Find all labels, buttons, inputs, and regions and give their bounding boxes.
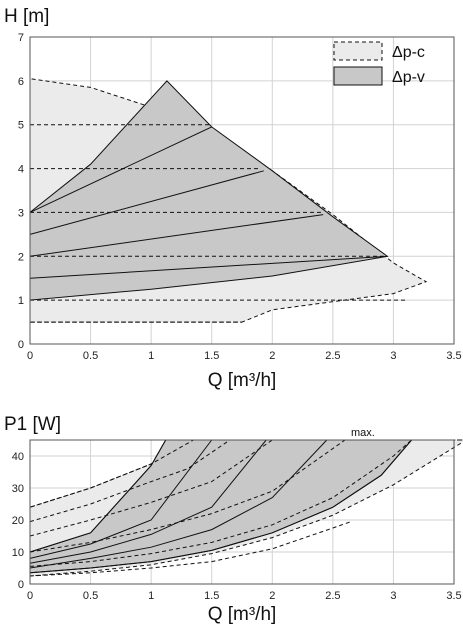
power-chart-xtick-label: 3.5 — [446, 590, 461, 602]
power-chart-dpc-curve — [29, 439, 346, 553]
head-chart: H [m] 0 0.5 1 1.5 2 2.5 3 3.5 0 1 2 3 4 5 6 7 Q [m³/h]… — [4, 6, 462, 391]
power-chart-xtick-label: 0 — [27, 590, 33, 602]
power-chart-dpc-curve — [29, 521, 352, 577]
power-chart-xtick-label: 2 — [269, 590, 275, 602]
power-chart-xtick-label: 2.5 — [325, 590, 340, 602]
head-chart-ylabel: H [m] — [4, 6, 49, 27]
power-chart-ytick-label: 0 — [18, 579, 24, 591]
power-chart-dpc-curve — [29, 439, 194, 508]
head-chart-yticks: 0 1 2 3 4 5 6 7 — [18, 32, 24, 351]
power-chart-xtick-label: 3 — [390, 590, 396, 602]
power-chart-yticks: 0 10 20 30 40 — [12, 451, 24, 591]
power-chart-dpv-curve — [29, 439, 412, 574]
power-chart-ytick-label: 30 — [12, 483, 24, 495]
power-chart-annotations: max. — [351, 427, 375, 439]
head-chart-ytick-label: 4 — [18, 164, 24, 176]
head-chart-xtick-label: 3.5 — [446, 350, 461, 362]
power-chart-frame — [29, 439, 455, 585]
head-chart-ytick-label: 0 — [18, 339, 24, 351]
head-chart-ytick-label: 2 — [18, 251, 24, 263]
head-chart-xtick-label: 2 — [269, 350, 275, 362]
head-chart-xtick-label: 0.5 — [83, 350, 98, 362]
head-chart-xlabel: Q [m³/h] — [208, 370, 277, 391]
head-chart-xticks: 0 0.5 1 1.5 2 2.5 3 3.5 — [27, 350, 462, 362]
power-chart-dpc-curve — [29, 439, 231, 523]
head-chart-ytick-label: 6 — [18, 76, 24, 88]
power-chart-xtick-label: 1.5 — [204, 590, 219, 602]
power-chart-dpv-curve — [29, 439, 167, 553]
head-chart-dpv-curve — [29, 170, 264, 235]
head-chart-lines — [29, 124, 406, 323]
power-chart-xtick-label: 0.5 — [83, 590, 98, 602]
power-chart-dpc-curve — [29, 439, 412, 567]
head-chart-ytick-label: 3 — [18, 207, 24, 219]
power-chart-ytick-label: 10 — [12, 547, 24, 559]
power-chart-ylabel: P1 [W] — [4, 414, 61, 435]
power-chart-xtick-label: 1 — [148, 590, 154, 602]
legend-label-dpv: Δp-v — [392, 69, 425, 86]
power-chart-ytick-label: 40 — [12, 451, 24, 463]
power-chart-ytick-label: 20 — [12, 515, 24, 527]
head-chart-ytick-label: 7 — [18, 32, 24, 44]
max-annotation: max. — [351, 427, 375, 439]
head-chart-dpv-curve — [29, 214, 324, 257]
power-chart: P1 [W] 0 0.5 1 1.5 2 2.5 3 3.5 0 10 20 30 40 Q [m³/… — [4, 414, 463, 625]
head-chart-xtick-label: 0 — [27, 350, 33, 362]
power-chart-dpv-curve — [29, 439, 328, 569]
power-chart-dpv-curve — [29, 439, 213, 559]
legend-label-dpc: Δp-c — [392, 44, 425, 61]
head-chart-legend: Δp-c Δp-v — [333, 41, 425, 86]
head-chart-xtick-label: 1 — [148, 350, 154, 362]
head-chart-ytick-label: 1 — [18, 295, 24, 307]
head-chart-areas — [29, 78, 428, 323]
head-chart-xtick-label: 1.5 — [204, 350, 219, 362]
head-chart-dpv-curve — [29, 255, 388, 279]
power-chart-dpv-curve — [29, 439, 267, 564]
head-chart-frame — [29, 36, 455, 345]
legend-swatch-dpv — [333, 66, 383, 86]
head-chart-dpv-curve — [29, 126, 212, 213]
head-chart-xtick-label: 3 — [390, 350, 396, 362]
head-chart-dpv-region — [29, 80, 389, 301]
head-chart-ytick-label: 5 — [18, 120, 24, 132]
head-chart-xtick-label: 2.5 — [325, 350, 340, 362]
legend-swatch-dpc — [333, 41, 383, 61]
power-chart-xticks: 0 0.5 1 1.5 2 2.5 3 3.5 — [27, 590, 462, 602]
power-chart-xlabel: Q [m³/h] — [208, 604, 277, 625]
